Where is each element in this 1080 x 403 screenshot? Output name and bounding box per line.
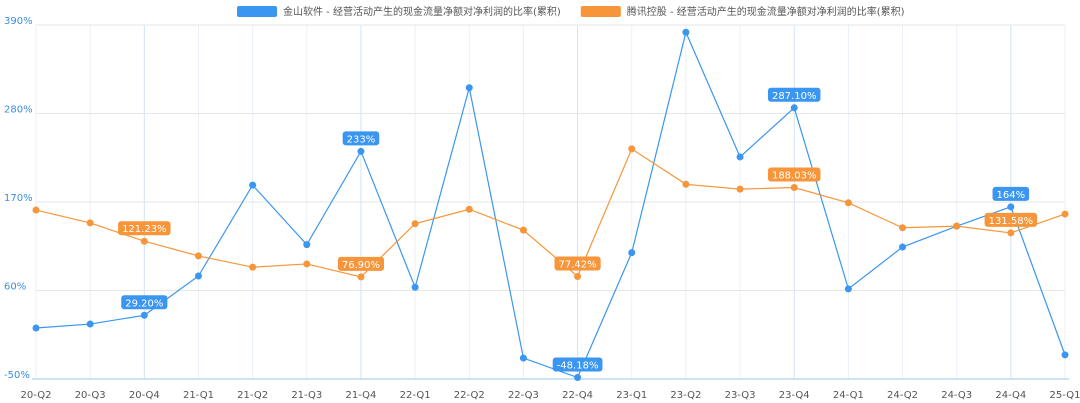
data-point [790,183,798,191]
data-point [32,324,40,332]
value-label-box [767,167,821,182]
data-point [1061,351,1069,359]
value-label: 233% [347,134,376,145]
x-tick-label: 24-Q2 [887,390,918,401]
data-point [357,147,365,155]
value-label: 164% [997,190,1026,201]
x-tick-label: 20-Q2 [21,390,52,401]
value-label-box [337,256,385,271]
x-tick-label: 23-Q2 [670,390,701,401]
value-label: 77.42% [559,259,597,270]
value-label-box [121,295,168,310]
value-label: -48.18% [557,361,599,372]
value-label-box [992,186,1030,201]
data-point [899,224,907,232]
data-point [574,272,582,280]
data-point [628,145,636,153]
x-tick-label: 23-Q1 [616,390,647,401]
data-point [357,273,365,281]
data-point [86,320,94,328]
data-point [844,199,852,207]
value-label-box [552,357,603,372]
data-point [1007,229,1015,237]
data-point [411,283,419,291]
x-tick-label: 20-Q4 [129,390,160,401]
x-tick-label: 21-Q4 [345,390,376,401]
x-tick-label: 21-Q2 [237,390,268,401]
x-tick-label: 24-Q3 [941,390,972,401]
data-point [844,285,852,293]
x-tick-label: 24-Q1 [833,390,864,401]
data-point [953,222,961,230]
value-label: 287.10% [772,91,817,102]
series-line [35,148,1066,278]
series-line [35,30,1066,379]
value-label: 131.58% [989,216,1034,227]
x-tick-label: 25-Q1 [1050,390,1080,401]
value-label-box [118,221,171,236]
x-tick-label: 23-Q3 [725,390,756,401]
y-tick-label: -50% [4,370,30,381]
data-point [140,237,148,245]
y-tick-label: 170% [4,193,33,204]
data-point [411,220,419,228]
data-point [140,311,148,319]
x-tick-label: 22-Q4 [562,390,593,401]
data-point [303,260,311,268]
data-point [736,153,744,161]
legend-swatch [580,6,621,17]
x-tick-label: 23-Q4 [779,390,810,401]
data-point [682,180,690,188]
data-point [519,226,527,234]
value-label-box [554,256,601,271]
x-tick-label: 20-Q3 [75,390,106,401]
data-point [465,205,473,213]
legend-label: 腾讯控股 - 经营活动产生的现金流量净额对净利润的比率(累积) [627,5,905,18]
x-tick-label: 22-Q2 [454,390,485,401]
data-point [574,374,582,382]
data-point [899,243,907,251]
x-tick-label: 24-Q4 [995,390,1026,401]
data-point [86,219,94,227]
x-tick-label: 22-Q1 [400,390,431,401]
data-point [1007,203,1015,211]
data-point [194,252,202,260]
value-label: 29.20% [125,298,163,309]
data-point [519,354,527,362]
data-point [682,28,690,36]
value-label-box [984,212,1038,227]
value-label: 188.03% [772,170,817,181]
y-tick-label: 60% [4,282,26,293]
data-point [303,241,311,249]
data-point [194,272,202,280]
data-point [249,181,257,189]
data-point [249,263,257,271]
legend-label: 金山软件 - 经营活动产生的现金流量净额对净利润的比率(累积) [283,5,561,18]
value-label: 121.23% [122,224,167,235]
x-tick-label: 21-Q3 [291,390,322,401]
y-tick-label: 390% [4,16,33,27]
data-point [628,249,636,257]
legend-swatch [237,6,277,17]
data-point [1061,210,1069,218]
data-point [32,206,40,214]
data-point [736,185,744,193]
data-point [465,84,473,92]
x-tick-label: 22-Q3 [508,390,539,401]
value-label-box [342,131,380,146]
data-point [790,104,798,112]
value-label: 76.90% [342,260,380,271]
y-tick-label: 280% [4,105,33,116]
x-tick-label: 21-Q1 [183,390,214,401]
value-label-box [767,87,821,102]
